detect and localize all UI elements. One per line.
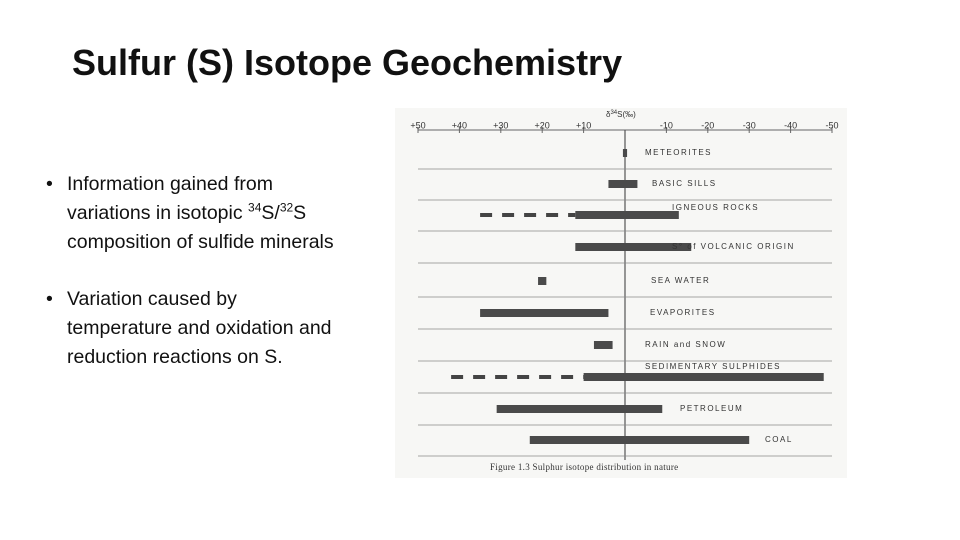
axis-label: δ34S(‰): [606, 110, 636, 120]
range-bar: [593, 341, 613, 349]
row-label: S° of VOLCANIC ORIGIN: [672, 242, 795, 251]
range-bar: [529, 436, 750, 444]
range-bar: [583, 373, 824, 381]
row-label: COAL: [765, 435, 793, 444]
x-tick-label: +10: [576, 120, 591, 130]
text: Variation caused by temperature and oxid…: [67, 288, 332, 368]
superscript: 34: [248, 200, 262, 215]
x-tick-label: +20: [535, 120, 550, 130]
row-label: BASIC SILLS: [652, 179, 717, 188]
x-tick-label: -50: [825, 120, 838, 130]
bullet-list: Information gained from variations in is…: [46, 170, 346, 400]
x-tick-label: +30: [493, 120, 508, 130]
x-tick-label: -20: [701, 120, 714, 130]
text: δ: [606, 110, 611, 119]
range-bar: [538, 277, 547, 285]
bullet: Information gained from variations in is…: [46, 170, 346, 257]
row-label: SEDIMENTARY SULPHIDES: [645, 362, 781, 371]
row-label: IGNEOUS ROCKS: [672, 203, 759, 212]
x-tick-label: -40: [784, 120, 797, 130]
figure-caption: Figure 1.3 Sulphur isotope distribution …: [490, 462, 678, 472]
superscript: 34: [610, 110, 617, 116]
row-label: METEORITES: [645, 148, 712, 157]
slide-title: Sulfur (S) Isotope Geochemistry: [72, 42, 623, 83]
range-bar: [608, 180, 638, 188]
range-bar: [622, 149, 628, 157]
range-bar: [575, 243, 692, 251]
superscript: 32: [279, 200, 294, 215]
row-label: RAIN and SNOW: [645, 340, 726, 349]
bullet: Variation caused by temperature and oxid…: [46, 285, 346, 372]
x-tick-label: +50: [410, 120, 425, 130]
x-tick-label: -10: [660, 120, 673, 130]
range-bar: [496, 405, 663, 413]
range-bar: [575, 211, 679, 219]
text: S(‰): [617, 110, 636, 119]
x-tick-label: -30: [743, 120, 756, 130]
x-tick-label: +40: [452, 120, 467, 130]
row-label: PETROLEUM: [680, 404, 743, 413]
range-bar: [480, 309, 609, 317]
figure-background: [395, 108, 847, 478]
row-label: SEA WATER: [651, 276, 710, 285]
text: S/: [261, 202, 280, 224]
text: Information gained from variations in is…: [67, 173, 273, 224]
row-label: EVAPORITES: [650, 308, 716, 317]
text: S composition of sulfide minerals: [67, 202, 334, 253]
